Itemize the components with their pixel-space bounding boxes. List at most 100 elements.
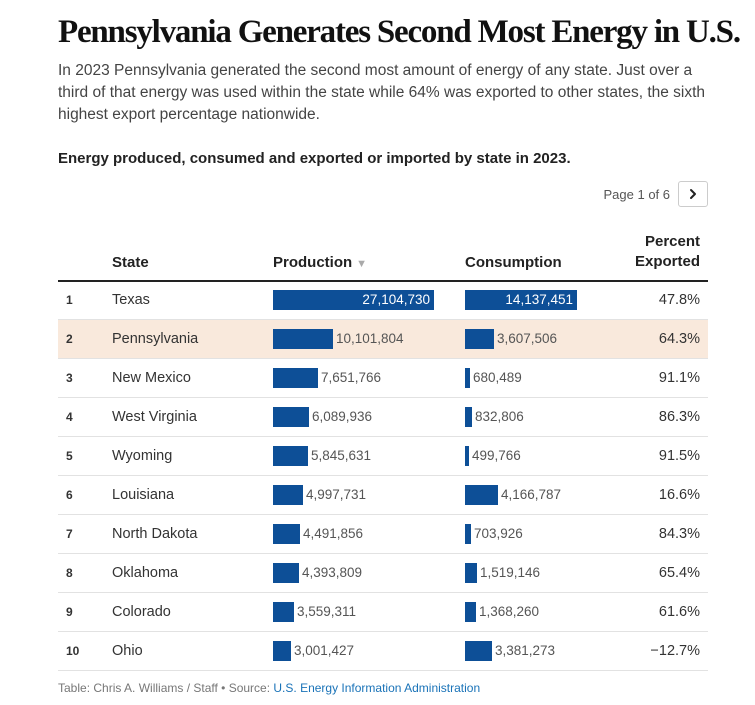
column-header-percent-line2: Exported [634, 253, 700, 270]
column-header-production[interactable]: Production ▼ [273, 254, 367, 271]
production-bar [273, 524, 300, 544]
consumption-bar [465, 641, 492, 661]
table-caption: Energy produced, consumed and exported o… [58, 150, 571, 167]
percent-exported-cell: 65.4% [658, 565, 700, 581]
consumption-value: 3,607,506 [497, 331, 558, 346]
production-bar [273, 329, 333, 349]
consumption-bar [465, 485, 498, 505]
consumption-value: 832,806 [475, 409, 524, 424]
production-value: 7,651,766 [321, 370, 382, 385]
percent-exported-cell: −12.7% [650, 643, 700, 659]
table-row: 3 New Mexico 7,651,766 680,489 91.1% [58, 359, 708, 398]
rank-cell: 2 [66, 332, 73, 346]
table-row: 8 Oklahoma 4,393,809 1,519,146 65.4% [58, 554, 708, 593]
rank-cell: 6 [66, 488, 73, 502]
rank-cell: 7 [66, 527, 73, 541]
production-value: 3,001,427 [294, 643, 355, 658]
percent-exported-cell: 64.3% [658, 331, 700, 347]
rank-cell: 8 [66, 566, 73, 580]
table-row: 1 Texas 27,104,730 14,137,451 47.8% [58, 281, 708, 320]
source-link[interactable]: U.S. Energy Information Administration [273, 681, 481, 695]
production-bar [273, 602, 294, 622]
state-cell: Pennsylvania [112, 331, 199, 347]
production-bar [273, 407, 309, 427]
consumption-value: 3,381,273 [495, 643, 556, 658]
rank-cell: 9 [66, 605, 73, 619]
state-cell: West Virginia [112, 409, 197, 425]
page-subtitle: In 2023 Pennsylvania generated the secon… [58, 62, 706, 123]
production-value: 4,393,809 [302, 565, 363, 580]
consumption-value: 14,137,451 [505, 292, 573, 307]
percent-exported-cell: 91.5% [658, 448, 700, 464]
rank-cell: 5 [66, 449, 73, 463]
chevron-right-icon [690, 189, 696, 199]
table-row: 2 Pennsylvania 10,101,804 3,607,506 64.3% [58, 320, 708, 359]
consumption-bar [465, 524, 471, 544]
table-row: 4 West Virginia 6,089,936 832,806 86.3% [58, 398, 708, 437]
percent-exported-cell: 16.6% [658, 487, 700, 503]
percent-exported-cell: 84.3% [658, 526, 700, 542]
table-header: State Production ▼ Consumption Percent Exp… [58, 230, 708, 282]
consumption-value: 680,489 [473, 370, 522, 385]
consumption-bar [465, 329, 494, 349]
rank-cell: 1 [66, 293, 73, 307]
rank-cell: 4 [66, 410, 73, 424]
table-row: 6 Louisiana 4,997,731 4,166,787 16.6% [58, 476, 708, 515]
consumption-value: 1,368,260 [479, 604, 540, 619]
consumption-bar [465, 368, 470, 388]
production-bar [273, 563, 299, 583]
footer-credit: Table: Chris A. Williams / Staff • Sourc… [58, 681, 274, 695]
production-value: 6,089,936 [312, 409, 373, 424]
rank-cell: 3 [66, 371, 73, 385]
table-body: 1 Texas 27,104,730 14,137,451 47.8% 2 Pennsylv… [58, 281, 708, 671]
consumption-value: 499,766 [472, 448, 521, 463]
state-cell: Colorado [112, 604, 171, 620]
table-row: 5 Wyoming 5,845,631 499,766 91.5% [58, 437, 708, 476]
production-bar [273, 290, 434, 310]
state-cell: Oklahoma [112, 565, 179, 581]
consumption-bar [465, 446, 469, 466]
state-cell: Wyoming [112, 448, 173, 464]
state-cell: Ohio [112, 643, 143, 659]
table-row: 7 North Dakota 4,491,856 703,926 84.3% [58, 515, 708, 554]
page-title: Pennsylvania Generates Second Most Energ… [58, 14, 741, 50]
percent-exported-cell: 86.3% [658, 409, 700, 425]
production-bar [273, 485, 303, 505]
consumption-bar [465, 602, 476, 622]
column-header-consumption[interactable]: Consumption [465, 254, 562, 271]
column-header-state[interactable]: State [112, 254, 149, 271]
state-cell: North Dakota [112, 526, 198, 542]
production-bar [273, 446, 308, 466]
state-cell: Louisiana [112, 487, 175, 503]
consumption-bar [465, 563, 477, 583]
next-page-button[interactable] [678, 181, 708, 207]
production-value: 3,559,311 [297, 604, 357, 619]
percent-exported-cell: 61.6% [658, 604, 700, 620]
production-value: 4,491,856 [303, 526, 364, 541]
table-row: 9 Colorado 3,559,311 1,368,260 61.6% [58, 593, 708, 632]
consumption-bar [465, 290, 577, 310]
state-cell: New Mexico [112, 370, 191, 386]
table-footer: Table: Chris A. Williams / Staff • Sourc… [58, 681, 480, 695]
percent-exported-cell: 47.8% [658, 292, 700, 308]
consumption-value: 703,926 [474, 526, 523, 541]
page-indicator: Page 1 of 6 [603, 186, 671, 202]
pagination: Page 1 of 6 [603, 181, 708, 207]
column-header-percent-line1: Percent [644, 233, 700, 250]
consumption-bar [465, 407, 472, 427]
consumption-value: 4,166,787 [501, 487, 562, 502]
rank-cell: 10 [66, 644, 80, 658]
production-value: 10,101,804 [336, 331, 404, 346]
production-value: 4,997,731 [306, 487, 367, 502]
percent-exported-cell: 91.1% [658, 370, 700, 386]
production-value: 5,845,631 [311, 448, 372, 463]
state-cell: Texas [112, 292, 150, 308]
production-value: 27,104,730 [362, 292, 430, 307]
table-row: 10 Ohio 3,001,427 3,381,273 −12.7% [58, 632, 708, 671]
production-bar [273, 641, 291, 661]
column-header-percent-exported[interactable]: Percent Exported [635, 232, 700, 272]
production-bar [273, 368, 318, 388]
column-header-production-label: Production [273, 254, 353, 271]
sort-descending-icon: ▼ [356, 258, 368, 270]
consumption-value: 1,519,146 [480, 565, 541, 580]
